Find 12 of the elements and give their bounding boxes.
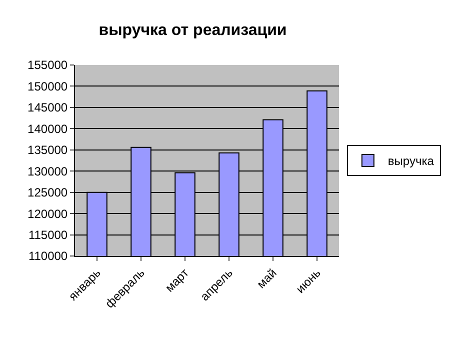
legend-label: выручка [388,154,434,168]
y-tick-label: 130000 [28,164,68,178]
y-tick-label: 120000 [28,206,68,221]
y-tick-label: 140000 [28,122,68,136]
y-tick-label: 145000 [28,100,68,115]
y-tick-label: 125000 [28,186,68,200]
y-tick-label: 155000 [28,58,68,72]
y-tick-label: 135000 [28,143,68,158]
chart-title: выручка от реализации [98,22,287,40]
y-tick-label: 150000 [28,79,68,94]
y-tick-label: 110000 [28,249,68,264]
y-tick-label: 115000 [28,228,68,242]
